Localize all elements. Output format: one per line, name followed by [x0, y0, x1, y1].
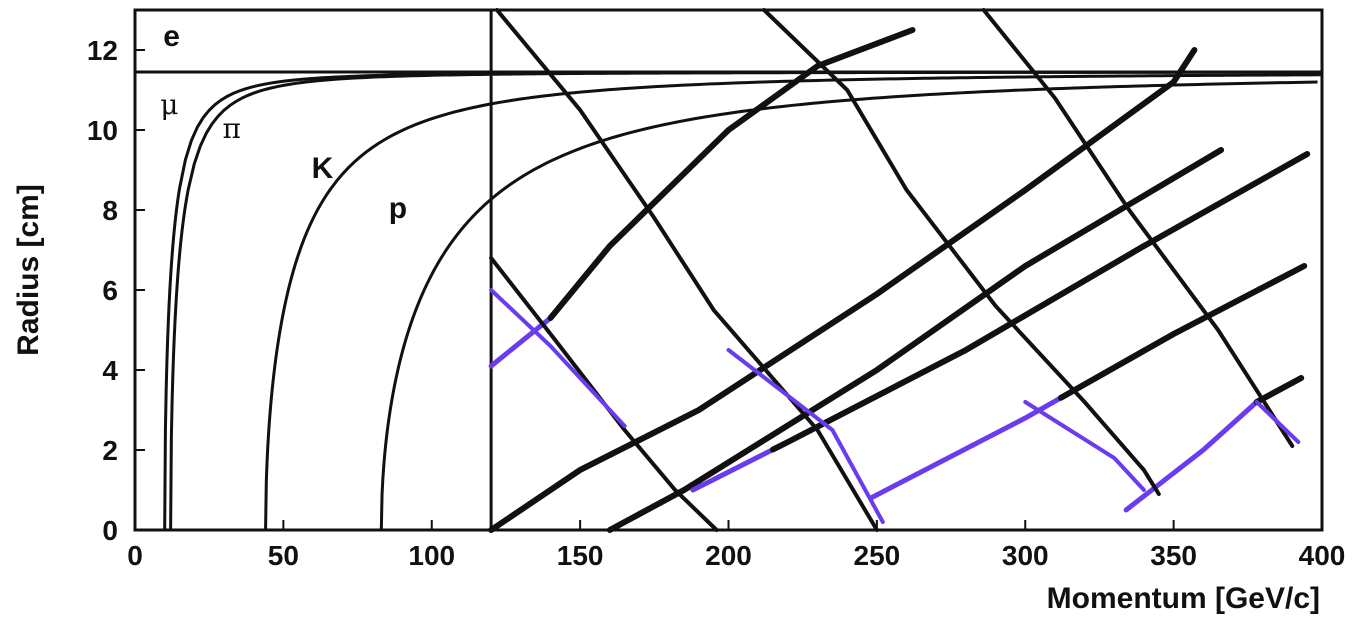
track-falling-highlight — [1023, 400, 1146, 492]
axis-ticks: 0 50 100 150 200 250 300 350 400 0 2 4 6 8 10 12 — [87, 35, 1346, 571]
y-tick-label: 10 — [87, 115, 118, 146]
particle-curve-3 — [264, 73, 1323, 531]
x-tick-label: 300 — [1002, 540, 1049, 571]
y-tick-label: 8 — [102, 195, 118, 226]
track-falling-highlight — [726, 348, 885, 524]
particle-curve-4 — [379, 80, 1318, 531]
y-tick-label: 0 — [102, 515, 118, 546]
x-tick-label: 150 — [557, 540, 604, 571]
x-axis-title: Momentum [GeV/c] — [1047, 582, 1320, 615]
y-tick-label: 4 — [102, 355, 118, 386]
track-falling-highlight — [1254, 400, 1301, 444]
x-tick-label: 400 — [1299, 540, 1346, 571]
particle-label-4: p — [389, 192, 407, 225]
track-rising — [488, 47, 1198, 533]
track-falling — [495, 8, 879, 532]
y-axis-title: Radius [cm] — [12, 184, 45, 356]
track-falling — [489, 256, 719, 532]
tracks — [488, 8, 1311, 533]
particle-label-3: K — [312, 152, 334, 185]
x-tick-label: 200 — [705, 540, 752, 571]
y-tick-label: 12 — [87, 35, 118, 66]
track-rising-highlight — [868, 395, 1064, 501]
track-rising-highlight — [690, 447, 776, 493]
x-tick-label: 100 — [408, 540, 455, 571]
particle-curves — [135, 10, 1323, 531]
x-tick-label: 250 — [854, 540, 901, 571]
y-tick-label: 6 — [102, 275, 118, 306]
track-rising — [606, 147, 1225, 533]
track-rising — [547, 27, 916, 321]
x-tick-label: 50 — [268, 540, 299, 571]
particle-label-1: μ — [160, 88, 178, 121]
y-tick-label: 2 — [102, 435, 118, 466]
particle-labels: e μ π Kp — [160, 20, 407, 225]
track-rising — [770, 151, 1311, 453]
particle-label-0: e — [163, 20, 180, 53]
track-falling — [762, 8, 1161, 496]
plot-frame — [133, 8, 1324, 532]
track-rising — [1253, 375, 1305, 405]
x-tick-label: 350 — [1150, 540, 1197, 571]
track-falling — [981, 8, 1295, 448]
particle-label-2: π — [223, 112, 241, 145]
track-falling-highlight — [489, 288, 627, 428]
track-rising — [1057, 263, 1308, 401]
x-tick-label: 0 — [127, 540, 143, 571]
track-rising-highlight — [1123, 399, 1260, 513]
particle-curve-1 — [163, 70, 1320, 531]
particle-curve-2 — [169, 70, 1323, 531]
track-rising-highlight — [488, 315, 553, 369]
